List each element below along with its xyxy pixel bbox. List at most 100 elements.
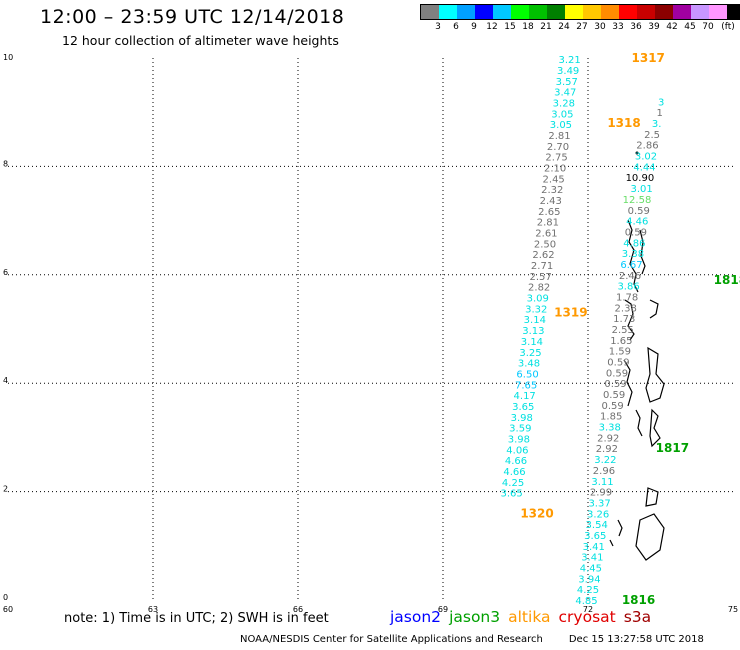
- wave-height-label: 0.59: [606, 368, 628, 379]
- wave-height-label: 2.43: [540, 196, 562, 207]
- wave-height-label: 0.59: [603, 390, 625, 401]
- legend-label: 6: [453, 22, 459, 32]
- wave-height-label: 0.59: [604, 379, 626, 390]
- wave-height-label: 2.65: [538, 207, 560, 218]
- legend-swatches: [420, 4, 740, 20]
- wave-height-label: 12.58: [623, 195, 652, 206]
- legend-swatch: [673, 5, 691, 19]
- island-dot: [635, 151, 639, 155]
- x-tick-label: 66: [293, 605, 303, 614]
- legend-label: 3: [435, 22, 441, 32]
- y-tick-label: 8: [3, 159, 8, 168]
- wave-height-label: 3.28: [553, 98, 575, 109]
- footer-timestamp: Dec 15 13:27:58 UTC 2018: [568, 634, 704, 645]
- legend-label: 70: [702, 22, 714, 32]
- wave-height-label: 4.25: [502, 478, 524, 489]
- wave-height-label: 2.38: [615, 303, 637, 314]
- legend-label: 39: [648, 22, 660, 32]
- legend-swatch: [529, 5, 547, 19]
- wave-height-label: 3.98: [508, 434, 530, 445]
- x-tick-label: 69: [438, 605, 448, 614]
- wave-height-label: 4.45: [580, 563, 602, 574]
- wave-height-label: 7.65: [515, 380, 537, 391]
- wave-height-label: 3.59: [509, 424, 531, 435]
- legend-label: 36: [630, 22, 642, 32]
- page-subtitle: 12 hour collection of altimeter wave hei…: [62, 33, 339, 48]
- legend-label: 30: [594, 22, 606, 32]
- legend-swatch: [583, 5, 601, 19]
- island-coastline: [645, 487, 659, 507]
- wave-height-label: 3.26: [587, 509, 609, 520]
- pass-time-label: 1818: [714, 273, 740, 287]
- island-coastline: [639, 229, 646, 275]
- legend-label: 33: [612, 22, 624, 32]
- wave-height-label: 3.98: [511, 413, 533, 424]
- legend-swatch: [547, 5, 565, 19]
- wave-height-label: 3.13: [522, 326, 544, 337]
- x-tick-label: 63: [148, 605, 158, 614]
- wave-height-label: 1.78: [616, 292, 638, 303]
- x-tick-label: 72: [583, 605, 593, 614]
- wave-height-label: 3.57: [556, 77, 578, 88]
- wave-height-label: 2.92: [596, 444, 618, 455]
- island-coastline: [645, 346, 665, 403]
- wave-height-label: 2.61: [535, 229, 557, 240]
- legend-swatch: [421, 5, 439, 19]
- wave-height-label: 6.50: [516, 369, 538, 380]
- wave-height-label: 4.86: [623, 238, 645, 249]
- wave-height-label: 2.55: [612, 325, 634, 336]
- wave-height-label: 0.59: [602, 401, 624, 412]
- island-coastline: [624, 299, 635, 341]
- legend-label: 24: [558, 22, 570, 32]
- legend-swatch: [655, 5, 673, 19]
- satellite-legend-jason2: jason2: [390, 608, 442, 626]
- footer-credit: NOAA/NESDIS Center for Satellite Applica…: [240, 634, 543, 645]
- legend-label: 21: [540, 22, 552, 32]
- satellite-legend-altika: altika: [508, 608, 551, 626]
- wave-height-label: 3.37: [588, 498, 610, 509]
- wave-height-label: 1.65: [610, 336, 632, 347]
- island-coastline: [627, 219, 639, 293]
- x-tick-label: 75: [728, 605, 738, 614]
- pass-time-label: 1817: [656, 441, 689, 455]
- wave-height-label: 3: [658, 97, 664, 108]
- wave-height-label: 2.45: [543, 174, 565, 185]
- wave-height-label: 4.06: [506, 445, 528, 456]
- color-legend: 3 6 9 12 15 18 21 24 27 30 33 36 39 42 45 70 (ft): [420, 4, 740, 34]
- island-coastline: [635, 409, 643, 437]
- wave-height-label: 2.50: [534, 239, 556, 250]
- wave-height-label: 3.41: [581, 553, 603, 564]
- pass-time-label: 1319: [554, 306, 587, 320]
- legend-swatch: [727, 5, 740, 19]
- wave-height-label: 3.22: [594, 455, 616, 466]
- wave-height-label: 3.94: [578, 574, 600, 585]
- wave-height-label: 2.57: [529, 272, 551, 283]
- wave-height-label: 3.65: [500, 489, 522, 500]
- satellite-legend-cryosat: cryosat: [558, 608, 616, 626]
- wave-height-label: 4.17: [514, 391, 536, 402]
- legend-label: 12: [486, 22, 498, 32]
- legend-swatch: [691, 5, 709, 19]
- wave-height-label: 10.90: [626, 173, 655, 184]
- wave-height-label: 2.81: [537, 218, 559, 229]
- legend-swatch: [511, 5, 529, 19]
- wave-height-label: 2.46: [619, 271, 641, 282]
- wave-height-label: 3.14: [521, 337, 543, 348]
- legend-swatch: [457, 5, 475, 19]
- y-tick-label: 4: [3, 376, 8, 385]
- x-tick-label: 60: [3, 605, 13, 614]
- wave-height-label: 3.05: [550, 120, 572, 131]
- wave-height-label: 4.66: [505, 456, 527, 467]
- wave-height-label: 3.: [652, 119, 662, 130]
- wave-height-label: 0.59: [625, 227, 647, 238]
- legend-label: 9: [471, 22, 477, 32]
- island-coastline: [623, 359, 633, 407]
- wave-height-label: 3.49: [557, 66, 579, 77]
- wave-height-label: 3.09: [527, 294, 549, 305]
- wave-height-label: 0.59: [628, 206, 650, 217]
- wave-height-label: 3.38: [599, 423, 621, 434]
- legend-label: 45: [684, 22, 696, 32]
- legend-swatch: [493, 5, 511, 19]
- wave-height-label: 3.14: [524, 315, 546, 326]
- pass-time-label: 1816: [622, 593, 655, 607]
